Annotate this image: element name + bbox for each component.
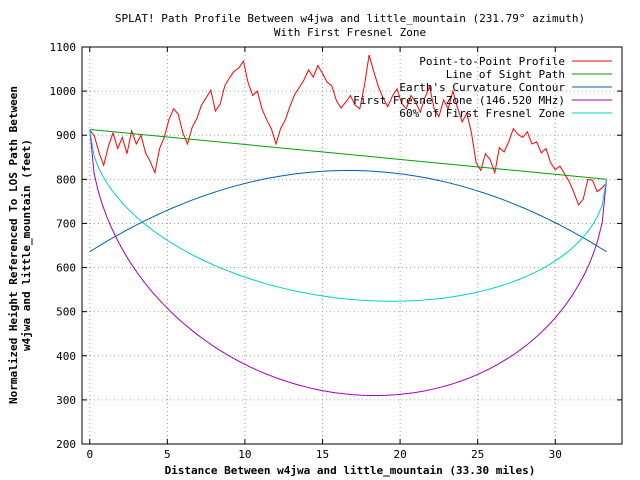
profile-line <box>89 54 607 206</box>
legend-label-fresnel: First Fresnel Zone (146.520 MHz) <box>353 94 565 107</box>
legend-label-curvature: Earth's Curvature Contour <box>399 81 565 94</box>
y-tick-label: 800 <box>56 173 76 186</box>
y-tick-label: 600 <box>56 262 76 275</box>
legend-label-los: Line of Sight Path <box>446 68 565 81</box>
fresnel-zone-line <box>89 129 607 396</box>
y-axis-title-line2: w4jwa and little_mountain (feet) <box>20 139 33 351</box>
axis-ticks: 0 5 10 15 20 25 30 200 300 400 500 600 700 800 900 1000… <box>50 41 622 461</box>
legend-label-profile: Point-to-Point Profile <box>419 55 565 68</box>
y-tick-label: 300 <box>56 394 76 407</box>
y-tick-label: 500 <box>56 306 76 319</box>
plot-area-frame <box>81 46 623 445</box>
x-tick-label: 30 <box>549 448 562 461</box>
x-tick-label: 25 <box>471 448 484 461</box>
fresnel-60-line <box>89 129 607 302</box>
x-axis-title: Distance Between w4jwa and little_mounta… <box>165 464 536 477</box>
x-tick-label: 0 <box>86 448 93 461</box>
legend-label-fresnel-60: 60% of First Fresnel Zone <box>399 107 565 120</box>
chart-subtitle: With First Fresnel Zone <box>274 26 426 39</box>
earth-curvature-line <box>89 170 607 253</box>
x-tick-label: 20 <box>393 448 406 461</box>
y-tick-label: 200 <box>56 438 76 451</box>
y-tick-label: 400 <box>56 350 76 363</box>
y-tick-label: 700 <box>56 217 76 230</box>
x-tick-label: 5 <box>164 448 171 461</box>
los-line <box>89 129 607 180</box>
y-tick-label: 900 <box>56 129 76 142</box>
legend: Point-to-Point Profile Line of Sight Pat… <box>353 55 612 120</box>
chart-title: SPLAT! Path Profile Between w4jwa and li… <box>115 12 585 25</box>
y-axis-title-line1: Normalized Height Referenced To LOS Path… <box>7 86 20 404</box>
series-group <box>89 54 607 396</box>
x-tick-label: 10 <box>238 448 251 461</box>
y-tick-label: 1100 <box>50 41 77 54</box>
y-tick-label: 1000 <box>50 85 77 98</box>
x-tick-label: 15 <box>316 448 329 461</box>
